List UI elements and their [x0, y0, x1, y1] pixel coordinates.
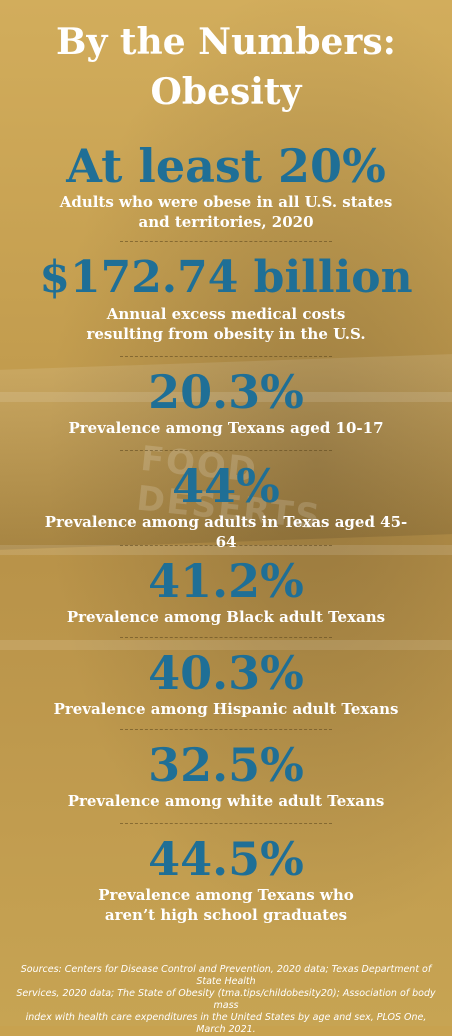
- stat-label-line: resulting from obesity in the U.S.: [86, 325, 366, 343]
- divider: [120, 729, 332, 730]
- stat-label-line: Prevalence among adults in Texas aged 45…: [44, 513, 408, 551]
- background-rail: [0, 545, 452, 555]
- stat-value: 32.5%: [148, 738, 304, 792]
- stat-hispanic-adult-texans: 40.3% Prevalence among Hispanic adult Te…: [0, 647, 452, 719]
- divider: [120, 450, 332, 451]
- stat-label-line: aren’t high school graduates: [104, 906, 348, 924]
- stat-label-line: Prevalence among Black adult Texans: [66, 608, 386, 626]
- sources-line: Services, 2020 data; The State of Obesit…: [16, 988, 436, 1011]
- stat-value: 40.3%: [148, 646, 304, 700]
- stat-value: At least 20%: [66, 139, 386, 193]
- background-rail: [0, 640, 452, 650]
- stat-adults-obese-all-states: At least 20% Adults who were obese in al…: [0, 140, 452, 232]
- page-title-line-2: Obesity: [150, 71, 302, 113]
- stat-label-line: and territories, 2020: [138, 213, 314, 231]
- stat-label-line: Prevalence among Texans aged 10-17: [68, 419, 384, 437]
- stat-label-line: Annual excess medical costs: [106, 305, 346, 323]
- stat-texas-adults-45-64: 44% Prevalence among adults in Texas age…: [0, 460, 452, 552]
- stat-black-adult-texans: 41.2% Prevalence among Black adult Texan…: [0, 555, 452, 627]
- stat-label-line: Prevalence among Texans who: [98, 886, 354, 904]
- divider: [120, 356, 332, 357]
- stat-value: 44.5%: [148, 832, 304, 886]
- stat-label-line: Prevalence among Hispanic adult Texans: [53, 700, 399, 718]
- sources-footnote: Sources: Centers for Disease Control and…: [10, 964, 442, 1036]
- stat-non-high-school-graduates: 44.5% Prevalence among Texans who aren’t…: [0, 833, 452, 925]
- page-title-line-1: By the Numbers:: [56, 21, 396, 63]
- background-rail: [0, 392, 452, 402]
- stat-label-line: Adults who were obese in all U.S. states: [59, 193, 393, 211]
- divider: [120, 637, 332, 638]
- stat-texans-10-17: 20.3% Prevalence among Texans aged 10-17: [0, 366, 452, 438]
- stat-value: 41.2%: [148, 554, 304, 608]
- stat-white-adult-texans: 32.5% Prevalence among white adult Texan…: [0, 739, 452, 811]
- stat-label-line: Prevalence among white adult Texans: [67, 792, 385, 810]
- stat-value: $172.74 billion: [39, 252, 413, 303]
- stat-excess-medical-costs: $172.74 billion Annual excess medical co…: [0, 252, 452, 344]
- divider: [120, 823, 332, 824]
- stat-value: 44%: [172, 459, 280, 513]
- divider: [120, 545, 332, 546]
- stat-value: 20.3%: [148, 365, 304, 419]
- sources-line: Sources: Centers for Disease Control and…: [20, 964, 432, 987]
- sources-line: index with health care expenditures in t…: [25, 1012, 427, 1035]
- divider: [120, 241, 332, 242]
